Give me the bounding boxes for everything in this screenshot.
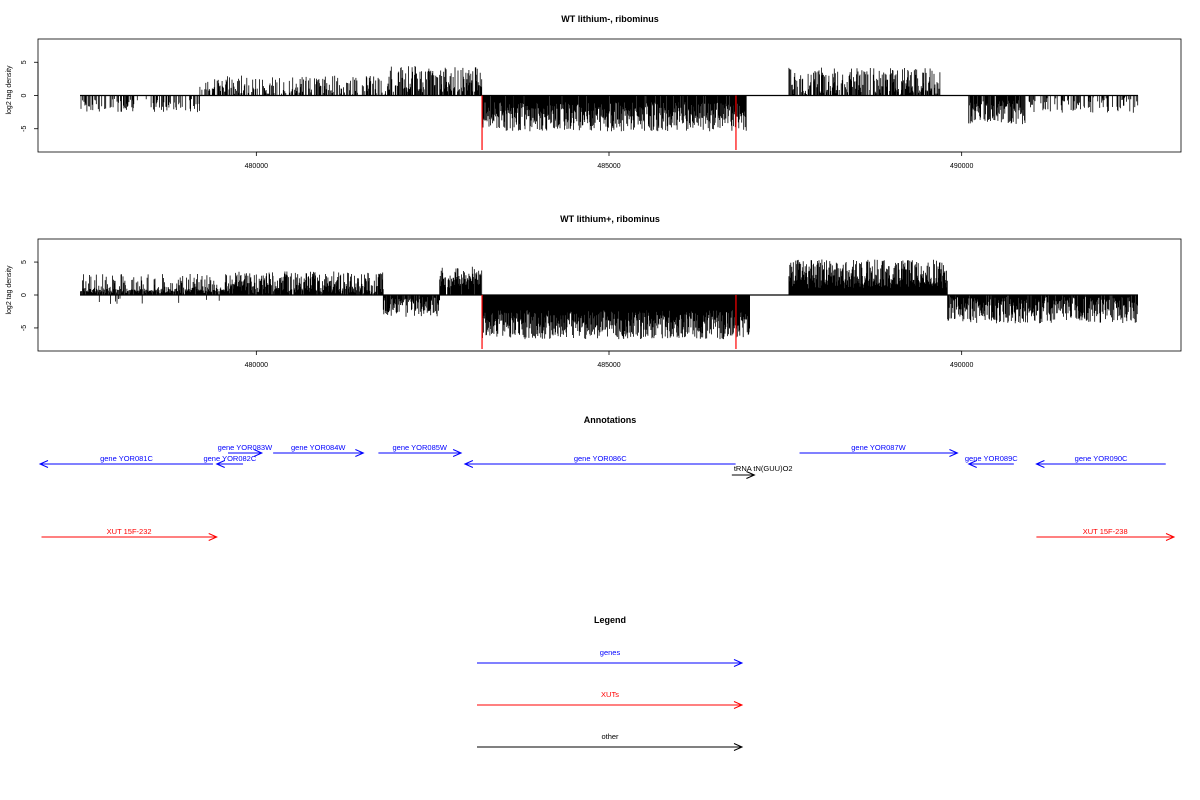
feature-arrow: gene YOR085W xyxy=(378,443,463,457)
x-axis: 480000 485000 490000 xyxy=(245,151,973,170)
annotations-panel: Annotations gene YOR081C gene YOR082Cgene… xyxy=(38,415,1176,541)
feature-label: XUT 15F-238 xyxy=(1083,527,1128,536)
feature-arrow: gene YOR081C xyxy=(38,454,213,468)
y-tick-label: 0 xyxy=(21,293,28,297)
track-panel-lithium-plus: WT lithium+, ribominus log2 tag density … xyxy=(6,214,1182,369)
feature-arrow: gene YOR087W xyxy=(799,443,959,457)
feature-label: gene YOR087W xyxy=(851,443,906,452)
y-axis-label: log2 tag density xyxy=(6,65,13,115)
feature-label: XUT 15F-232 xyxy=(107,527,152,536)
x-tick-label: 485000 xyxy=(597,163,620,170)
x-tick-label: 490000 xyxy=(950,362,973,369)
y-tick-label: 0 xyxy=(21,93,28,97)
legend-item-label: other xyxy=(601,732,619,741)
feature-label: gene YOR089C xyxy=(965,454,1018,463)
red-markers xyxy=(481,295,737,350)
feature-label: gene YOR083W xyxy=(218,443,273,452)
feature-label: gene YOR086C xyxy=(574,454,627,463)
y-tick-label: -5 xyxy=(21,325,28,331)
feature-label: gene YOR085W xyxy=(393,443,448,452)
feature-arrow: gene YOR083W xyxy=(218,443,273,457)
feature-arrow: tRNA tN(GUU)O2 xyxy=(731,464,793,479)
track-title-lithium-plus: WT lithium+, ribominus xyxy=(560,214,660,224)
density-bars xyxy=(80,259,1138,340)
legend-item-label: genes xyxy=(600,648,621,657)
legend-item: other xyxy=(477,732,744,751)
y-axis: 5 0 -5 xyxy=(21,60,39,132)
y-tick-label: 5 xyxy=(21,60,28,64)
track-panel-lithium-minus: WT lithium-, ribominus log2 tag density … xyxy=(6,14,1182,170)
y-tick-label: 5 xyxy=(21,260,28,264)
feature-label: gene YOR084W xyxy=(291,443,346,452)
x-tick-label: 485000 xyxy=(597,362,620,369)
feature-arrows: gene YOR081C gene YOR082C gene YOR083W gene… xyxy=(38,443,1176,541)
feature-arrow: gene YOR089C xyxy=(965,454,1018,468)
legend-title: Legend xyxy=(594,615,626,625)
red-markers xyxy=(481,95,737,151)
x-tick-label: 480000 xyxy=(245,163,268,170)
legend-item: genes xyxy=(477,648,744,667)
annotations-title: Annotations xyxy=(584,415,637,425)
x-tick-label: 480000 xyxy=(245,362,268,369)
y-tick-label: -5 xyxy=(21,126,28,132)
x-tick-label: 490000 xyxy=(950,163,973,170)
legend-item: XUTs xyxy=(477,690,744,709)
density-bar-series xyxy=(80,66,1139,132)
density-bar-series xyxy=(80,259,1138,340)
feature-label: gene YOR090C xyxy=(1075,454,1128,463)
density-bars xyxy=(80,66,1139,132)
feature-arrow: XUT 15F-238 xyxy=(1036,527,1176,541)
feature-label: tRNA tN(GUU)O2 xyxy=(734,464,793,473)
feature-label: gene YOR082C xyxy=(203,454,256,463)
legend: Legend genes XUTs other xyxy=(477,615,744,751)
legend-items: genes XUTs other xyxy=(477,648,744,751)
x-axis: 480000 485000 490000 xyxy=(245,350,973,369)
feature-arrow: gene YOR090C xyxy=(1035,454,1166,468)
feature-label: gene YOR081C xyxy=(100,454,153,463)
feature-arrow: gene YOR082C xyxy=(203,454,257,468)
legend-item-label: XUTs xyxy=(601,690,619,699)
feature-arrow: gene YOR086C xyxy=(463,454,736,468)
feature-arrow: XUT 15F-232 xyxy=(41,527,218,541)
track-title-lithium-minus: WT lithium-, ribominus xyxy=(561,14,659,24)
y-axis-label: log2 tag density xyxy=(6,265,13,315)
feature-arrow: gene YOR084W xyxy=(273,443,365,457)
y-axis: 5 0 -5 xyxy=(21,260,39,331)
